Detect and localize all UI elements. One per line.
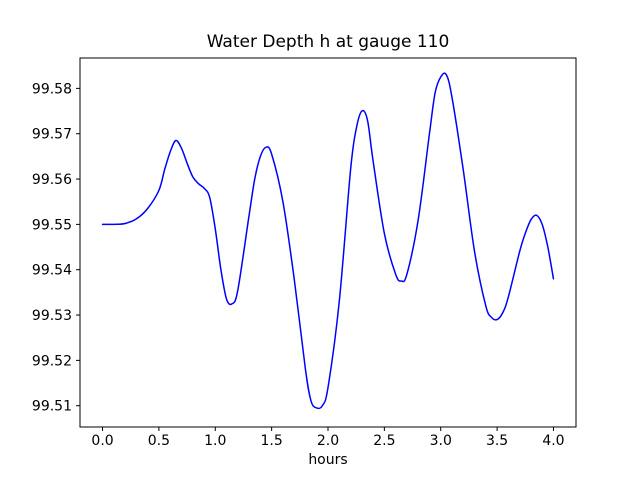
y-axis-tick-label: 99.52 xyxy=(32,353,72,369)
y-axis-tick-label: 99.51 xyxy=(32,399,72,415)
y-axis-tick-label: 99.58 xyxy=(32,81,72,97)
x-axis-tick-label: 3.5 xyxy=(486,433,508,449)
axes-frame xyxy=(79,57,577,428)
x-axis-tick-label: 0.5 xyxy=(148,433,170,449)
chart-title: Water Depth h at gauge 110 xyxy=(207,32,450,52)
x-axis-tick-label: 2.5 xyxy=(373,433,395,449)
y-axis-tick-label: 99.57 xyxy=(32,127,72,143)
x-axis-tick-label: 2.0 xyxy=(317,433,339,449)
x-axis-tick-label: 0.0 xyxy=(91,433,113,449)
x-axis-tick-label: 4.0 xyxy=(542,433,564,449)
x-axis-tick-label: 3.0 xyxy=(430,433,452,449)
y-axis-tick-label: 99.56 xyxy=(32,172,72,188)
y-axis-tick-label: 99.55 xyxy=(32,217,72,233)
x-axis-tick-label: 1.0 xyxy=(204,433,226,449)
y-axis-tick-label: 99.54 xyxy=(32,263,72,279)
data-line xyxy=(101,72,555,410)
x-axis-label: hours xyxy=(308,452,347,468)
y-axis-tick-label: 99.53 xyxy=(32,308,72,324)
x-axis-tick-label: 1.5 xyxy=(261,433,283,449)
